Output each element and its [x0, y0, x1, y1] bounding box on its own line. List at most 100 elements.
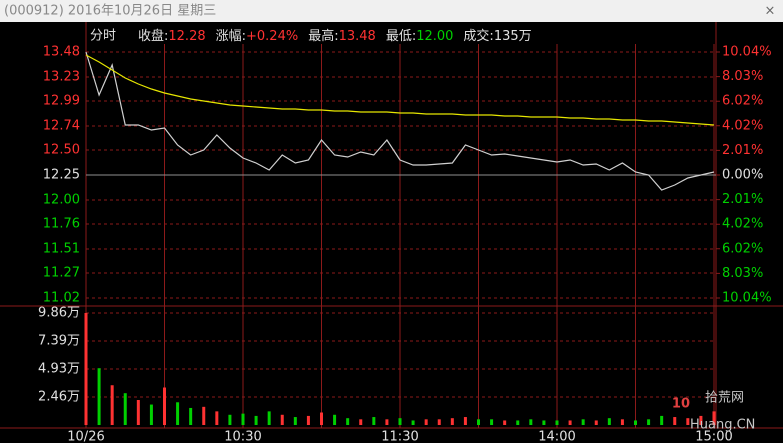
volume-bar: [490, 419, 494, 425]
y-tick-label: 12.50: [43, 143, 80, 158]
y2-tick-label: 6.02%: [722, 241, 763, 256]
y2-tick-label: 6.02%: [722, 94, 763, 109]
y2-tick-label: 0.00%: [722, 168, 763, 183]
volume-bar: [450, 418, 454, 425]
y2-tick-label: 4.02%: [722, 118, 763, 133]
volume-bar: [189, 407, 193, 425]
volume-bar: [503, 420, 507, 425]
volume-bar: [280, 414, 284, 425]
close-button[interactable]: ×: [765, 4, 776, 19]
y2-tick-label: 10.04%: [722, 45, 772, 60]
volume-bar: [398, 418, 402, 425]
price-line: [85, 51, 715, 191]
y-tick-label: 4.93万: [38, 362, 80, 377]
stat-label: 最低:: [386, 29, 416, 44]
volume-bar: [163, 387, 166, 425]
stat-value: 12.28: [168, 29, 205, 44]
volume-bar: [97, 368, 101, 425]
panel-label: 分时: [90, 29, 116, 44]
x-tick-label: 11:30: [381, 430, 418, 443]
stats-text: 收盘:12.28 涨幅:+0.24% 最高:13.48 最低:12.00 成交:135万: [138, 28, 532, 44]
volume-bar: [673, 417, 677, 425]
y-tick-label: 2.46万: [38, 390, 80, 405]
stat-value: 12.00: [416, 29, 453, 44]
volume-bar: [320, 412, 323, 425]
volume-bar: [306, 415, 310, 425]
volume-bar: [477, 419, 480, 425]
y2-tick-label: 2.01%: [722, 192, 763, 207]
volume-bar: [241, 413, 245, 425]
volume-bar: [359, 419, 363, 425]
y-tick-label: 13.48: [43, 45, 80, 60]
stat-label: 涨幅:: [216, 29, 246, 44]
volume-bar: [594, 420, 598, 425]
volume-bar: [463, 417, 467, 425]
volume-bar: [411, 420, 415, 425]
volume-bar: [647, 419, 651, 425]
stat-label: 收盘:: [138, 28, 168, 44]
volume-bar: [346, 418, 350, 425]
volume-bar: [228, 414, 232, 425]
volume-bar: [136, 400, 140, 425]
volume-bar: [516, 420, 520, 425]
volume-bar: [620, 419, 624, 425]
watermark-name: 拾荒网: [705, 391, 744, 406]
volume-bar: [607, 418, 611, 425]
y2-tick-label: 4.02%: [722, 217, 763, 232]
stat-value: 135万: [494, 29, 532, 44]
title-bar: [0, 0, 783, 22]
volume-bar: [542, 420, 546, 425]
y-tick-label: 11.27: [43, 266, 80, 281]
volume-bar: [634, 420, 637, 425]
volume-bar: [660, 415, 664, 425]
y-tick-label: 12.25: [43, 168, 80, 183]
y-tick-label: 11.76: [43, 217, 80, 232]
volume-bar: [123, 393, 127, 425]
window-title: (000912) 2016年10月26日 星期三: [4, 4, 216, 19]
y-tick-label: 12.99: [43, 94, 80, 109]
stat-value: 13.48: [339, 29, 376, 44]
volume-bar: [437, 419, 441, 425]
volume-bar: [686, 418, 690, 425]
y2-tick-label: 8.03%: [722, 266, 763, 281]
x-tick-label: 10/26: [67, 430, 104, 443]
y-tick-label: 12.00: [43, 193, 80, 208]
stat-label: 最高:: [308, 28, 338, 44]
y-tick-label: 11.02: [43, 291, 80, 306]
volume-bar: [149, 404, 153, 425]
volume-bar: [372, 417, 376, 425]
x-tick-label: 10:30: [224, 430, 261, 443]
volume-bar: [555, 420, 559, 425]
stats: 收盘:12.28 涨幅:+0.24% 最高:13.48 最低:12.00 成交:135万: [138, 28, 532, 44]
volume-bar: [581, 419, 585, 425]
y-tick-label: 7.39万: [38, 334, 80, 349]
volume-bar: [293, 417, 297, 425]
volume-bar: [424, 419, 428, 425]
chart-bg: [0, 22, 783, 443]
volume-bar: [699, 415, 703, 425]
volume-bar: [215, 411, 219, 425]
y2-tick-label: 2.01%: [722, 143, 763, 158]
stat-label: 成交:: [463, 28, 493, 44]
volume-bar: [385, 419, 389, 425]
volume-bar: [267, 411, 271, 425]
volume-bar: [84, 313, 88, 425]
watermark-logo: 10: [672, 397, 690, 412]
watermark-site: Huang.CN: [690, 418, 755, 433]
x-tick-label: 14:00: [538, 430, 575, 443]
volume-bar: [254, 415, 258, 425]
x-tick-label: 15:00: [695, 430, 732, 443]
stat-value: +0.24%: [246, 29, 298, 44]
volume-bar: [712, 411, 716, 425]
price-line: [85, 54, 715, 126]
y-tick-label: 11.51: [43, 242, 80, 257]
volume-bar: [110, 385, 114, 425]
y2-tick-label: 10.04%: [722, 291, 772, 306]
volume-bar: [333, 414, 337, 425]
y-tick-label: 9.86万: [38, 306, 80, 321]
volume-bar: [568, 420, 572, 425]
y-tick-label: 12.74: [43, 119, 80, 134]
y-tick-label: 13.23: [43, 70, 80, 85]
